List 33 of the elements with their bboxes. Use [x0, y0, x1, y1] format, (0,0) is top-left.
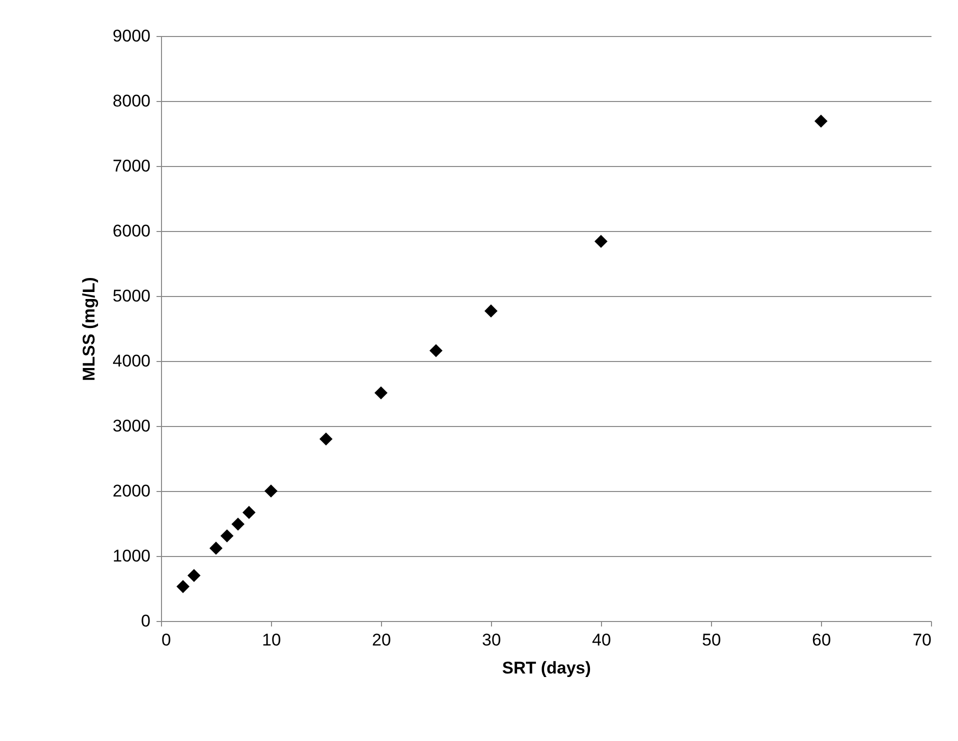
point	[176, 580, 190, 594]
point	[814, 114, 828, 128]
point	[264, 484, 278, 498]
x-tick-label: 60	[812, 630, 831, 650]
y-tick-label: 7000	[112, 156, 150, 176]
y-tick-label: 3000	[112, 416, 150, 436]
y-tick-label: 2000	[112, 482, 150, 500]
x-tick-label: 50	[702, 630, 721, 650]
x-tick-label: 70	[912, 630, 932, 650]
point	[319, 432, 333, 446]
x-tick-label: 30	[482, 630, 501, 650]
point	[231, 518, 245, 531]
point	[220, 529, 234, 542]
x-tick-label: 20	[372, 630, 391, 650]
x-tick-label: 40	[592, 630, 611, 650]
y-tick-label: 5000	[112, 286, 150, 306]
point	[484, 304, 498, 318]
y-tick-label: 0	[141, 612, 150, 630]
point	[594, 234, 608, 248]
x-tick-label: 10	[262, 630, 281, 650]
point	[429, 344, 443, 358]
point	[374, 386, 388, 400]
y-tick-label: 4000	[112, 352, 150, 370]
x-axis-title: SRT (days)	[502, 658, 591, 678]
y-axis-title: MLSS (mg/L)	[80, 277, 99, 381]
y-tick-label: 9000	[112, 26, 150, 46]
point	[209, 542, 223, 555]
y-tick-label: 8000	[112, 92, 150, 110]
y-tick-label: 6000	[112, 222, 150, 240]
point	[187, 568, 201, 582]
x-tick-label: 0	[162, 630, 171, 650]
y-tick-label: 1000	[112, 546, 150, 566]
point	[242, 506, 256, 519]
